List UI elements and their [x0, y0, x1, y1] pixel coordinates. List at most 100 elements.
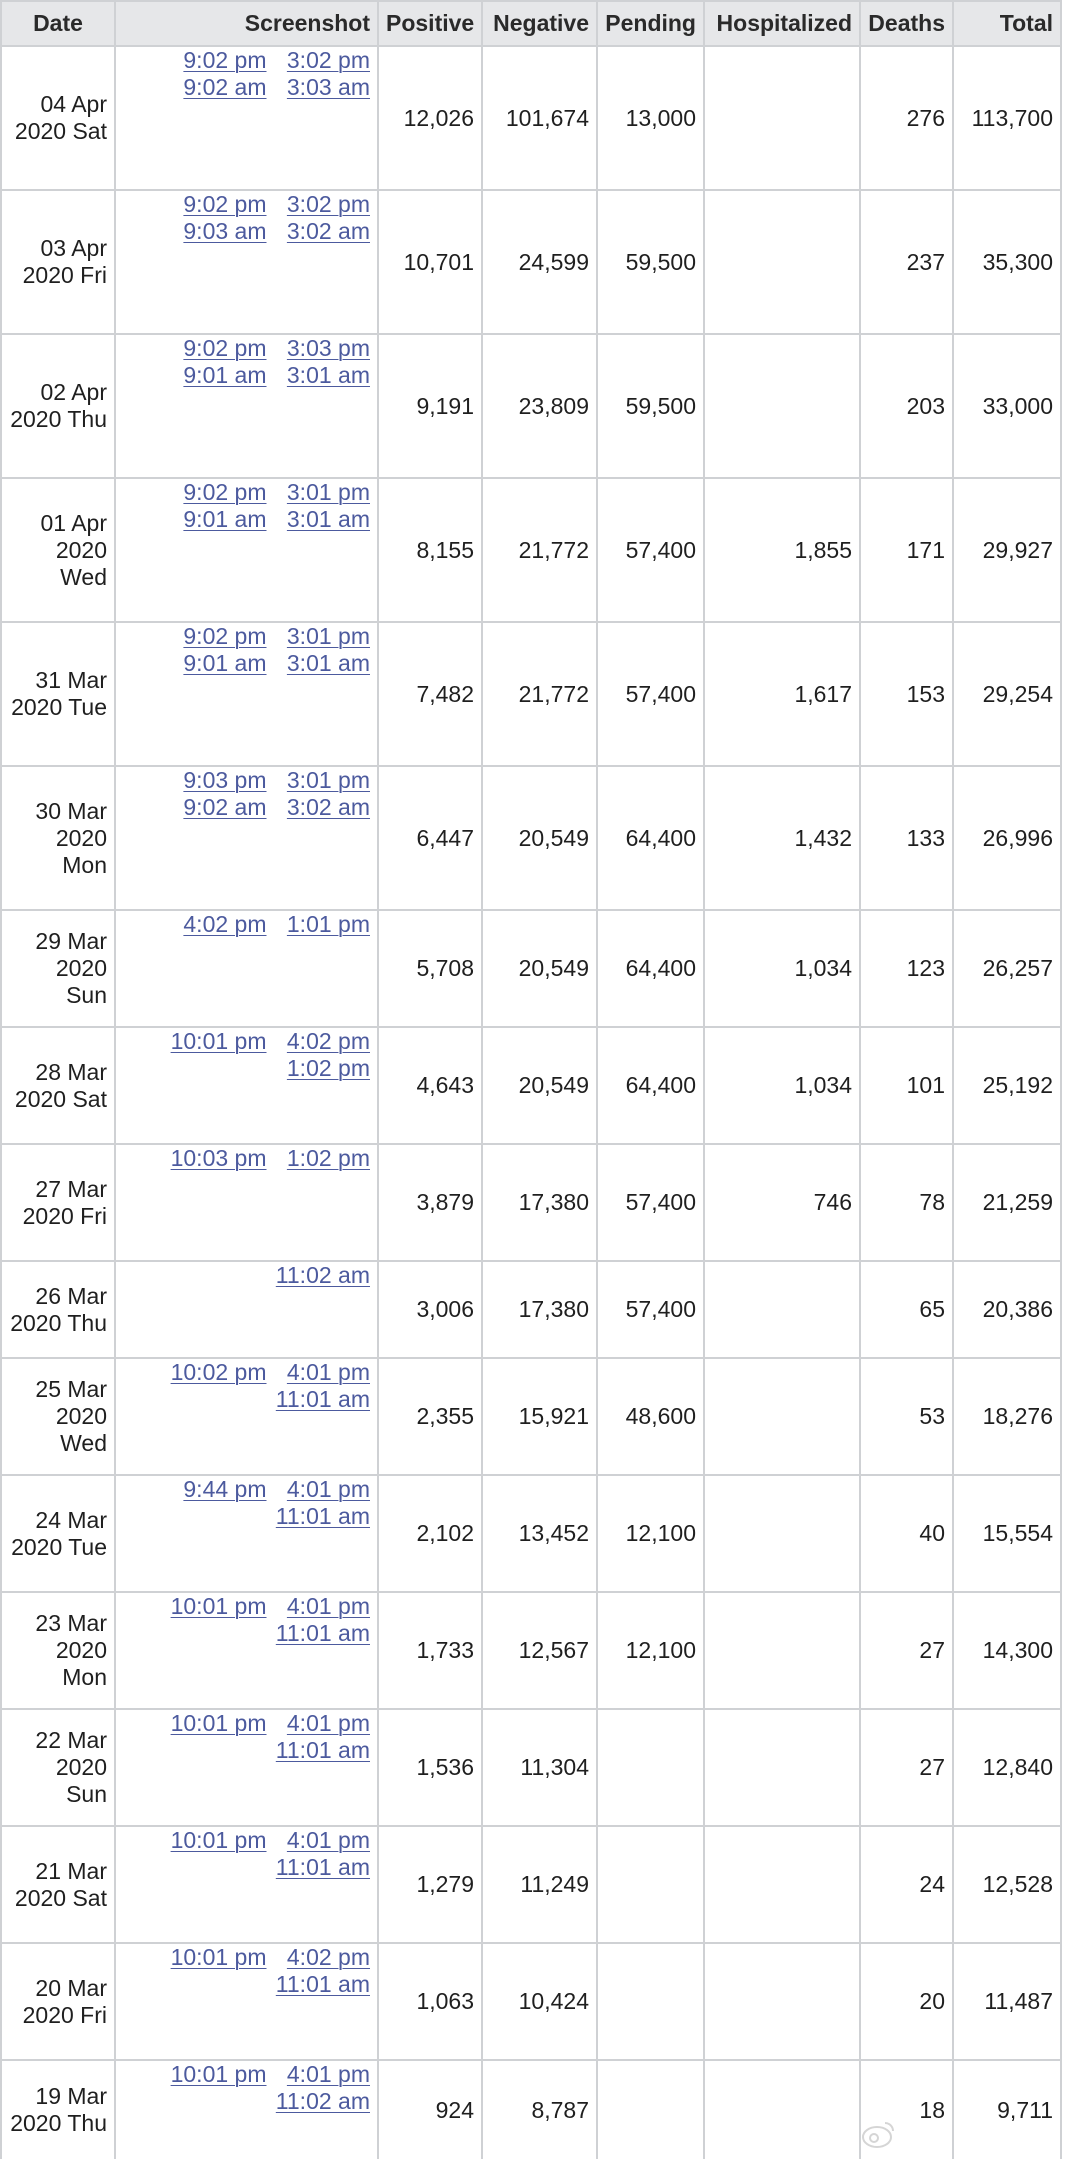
screenshot-link[interactable]: 3:01 pm	[286, 767, 370, 793]
table-row: 30 Mar 2020 Mon 9:03 pm 3:01 pm 9:02 am 3…	[0, 765, 1062, 911]
screenshot-link[interactable]: 10:01 pm	[170, 1944, 267, 1970]
screenshot-link[interactable]: 4:01 pm	[286, 1827, 370, 1853]
screenshot-link[interactable]: 4:01 pm	[286, 1593, 370, 1619]
total-cell: 21,259	[952, 1143, 1062, 1262]
screenshot-link[interactable]: 4:01 pm	[286, 1359, 370, 1385]
screenshot-link[interactable]: 10:01 pm	[170, 1710, 267, 1736]
screenshot-link[interactable]: 9:02 pm	[183, 623, 267, 649]
header-pending[interactable]: Pending	[596, 0, 705, 47]
hospitalized-cell	[703, 1825, 861, 1944]
screenshot-link[interactable]: 3:02 pm	[286, 191, 370, 217]
screenshot-link[interactable]: 9:01 am	[183, 506, 267, 532]
screenshot-link[interactable]: 9:44 pm	[183, 1476, 267, 1502]
screenshot-cell: 9:02 pm 3:01 pm 9:01 am 3:01 am	[114, 621, 379, 767]
screenshot-link[interactable]: 10:01 pm	[170, 1028, 267, 1054]
screenshot-link[interactable]: 1:02 pm	[286, 1145, 370, 1171]
negative-cell: 15,921	[481, 1357, 598, 1476]
screenshot-link[interactable]: 4:02 pm	[286, 1028, 370, 1054]
screenshot-link[interactable]: 9:02 pm	[183, 191, 267, 217]
negative-cell: 21,772	[481, 621, 598, 767]
total-cell: 18,276	[952, 1357, 1062, 1476]
screenshot-link[interactable]: 9:01 am	[183, 650, 267, 676]
screenshot-link[interactable]: 1:01 pm	[286, 911, 370, 937]
deaths-cell: 153	[859, 621, 954, 767]
header-negative[interactable]: Negative	[481, 0, 598, 47]
positive-cell: 10,701	[377, 189, 483, 335]
positive-cell: 3,006	[377, 1260, 483, 1359]
screenshot-link[interactable]: 11:01 am	[275, 1620, 370, 1646]
screenshot-link[interactable]: 3:02 pm	[286, 47, 370, 73]
screenshot-link[interactable]: 4:01 pm	[286, 2061, 370, 2087]
screenshot-link[interactable]: 9:02 pm	[183, 335, 267, 361]
date-cell: 25 Mar 2020 Wed	[0, 1357, 116, 1476]
deaths-cell: 40	[859, 1474, 954, 1593]
date-cell: 01 Apr 2020 Wed	[0, 477, 116, 623]
positive-cell: 4,643	[377, 1026, 483, 1145]
screenshot-link[interactable]: 9:02 am	[183, 794, 267, 820]
screenshot-cell: 10:01 pm 4:01 pm 11:01 am	[114, 1708, 379, 1827]
date-cell: 03 Apr 2020 Fri	[0, 189, 116, 335]
screenshot-link[interactable]: 10:03 pm	[170, 1145, 267, 1171]
screenshot-link[interactable]: 11:01 am	[275, 1503, 370, 1529]
screenshot-cell: 10:01 pm 4:01 pm 11:01 am	[114, 1591, 379, 1710]
screenshot-link[interactable]: 11:01 am	[275, 1386, 370, 1412]
screenshot-link[interactable]: 3:01 am	[286, 362, 370, 388]
screenshot-link[interactable]: 3:02 am	[286, 794, 370, 820]
deaths-cell: 53	[859, 1357, 954, 1476]
screenshot-link[interactable]: 9:01 am	[183, 362, 267, 388]
screenshot-link[interactable]: 9:02 pm	[183, 47, 267, 73]
screenshot-link[interactable]: 9:02 am	[183, 74, 267, 100]
header-deaths[interactable]: Deaths	[859, 0, 954, 47]
screenshot-link[interactable]: 1:02 pm	[286, 1055, 370, 1081]
positive-cell: 12,026	[377, 45, 483, 191]
screenshot-link[interactable]: 9:02 pm	[183, 479, 267, 505]
negative-cell: 101,674	[481, 45, 598, 191]
screenshot-link[interactable]: 3:03 pm	[286, 335, 370, 361]
total-cell: 15,554	[952, 1474, 1062, 1593]
header-hospitalized[interactable]: Hospitalized	[703, 0, 861, 47]
screenshot-link[interactable]: 4:02 pm	[286, 1944, 370, 1970]
header-date[interactable]: Date	[0, 0, 116, 47]
screenshot-link[interactable]: 4:02 pm	[183, 911, 267, 937]
screenshot-link[interactable]: 3:03 am	[286, 74, 370, 100]
screenshot-link[interactable]: 4:01 pm	[286, 1710, 370, 1736]
date-cell: 29 Mar 2020 Sun	[0, 909, 116, 1028]
screenshot-link[interactable]: 11:01 am	[275, 1854, 370, 1880]
negative-cell: 20,549	[481, 909, 598, 1028]
pending-cell: 59,500	[596, 189, 705, 335]
screenshot-link[interactable]: 9:03 am	[183, 218, 267, 244]
positive-cell: 1,536	[377, 1708, 483, 1827]
header-total[interactable]: Total	[952, 0, 1062, 47]
screenshot-link[interactable]: 9:03 pm	[183, 767, 267, 793]
deaths-cell: 203	[859, 333, 954, 479]
screenshot-cell: 9:02 pm 3:02 pm 9:02 am 3:03 am	[114, 45, 379, 191]
screenshot-link[interactable]: 11:02 am	[275, 1262, 370, 1288]
screenshot-link[interactable]: 10:01 pm	[170, 2061, 267, 2087]
negative-cell: 24,599	[481, 189, 598, 335]
header-positive[interactable]: Positive	[377, 0, 483, 47]
screenshot-link[interactable]: 3:01 am	[286, 506, 370, 532]
screenshot-link[interactable]: 11:01 am	[275, 1737, 370, 1763]
date-cell: 04 Apr 2020 Sat	[0, 45, 116, 191]
screenshot-link[interactable]: 3:01 pm	[286, 479, 370, 505]
positive-cell: 9,191	[377, 333, 483, 479]
deaths-cell: 27	[859, 1591, 954, 1710]
pending-cell: 57,400	[596, 1260, 705, 1359]
screenshot-link[interactable]: 3:02 am	[286, 218, 370, 244]
screenshot-link[interactable]: 10:01 pm	[170, 1827, 267, 1853]
screenshot-link[interactable]: 3:01 pm	[286, 623, 370, 649]
hospitalized-cell	[703, 45, 861, 191]
table-row: 23 Mar 2020 Mon 10:01 pm 4:01 pm 11:01 am…	[0, 1591, 1062, 1710]
screenshot-link[interactable]: 4:01 pm	[286, 1476, 370, 1502]
header-screenshot[interactable]: Screenshot	[114, 0, 379, 47]
screenshot-link[interactable]: 10:02 pm	[170, 1359, 267, 1385]
header-row: Date Screenshot Positive Negative Pendin…	[0, 0, 1062, 47]
screenshot-link[interactable]: 11:01 am	[275, 1971, 370, 1997]
screenshot-link[interactable]: 10:01 pm	[170, 1593, 267, 1619]
total-cell: 12,840	[952, 1708, 1062, 1827]
screenshot-link[interactable]: 11:02 am	[275, 2088, 370, 2114]
hospitalized-cell	[703, 1942, 861, 2061]
screenshot-link[interactable]: 3:01 am	[286, 650, 370, 676]
deaths-cell: 18	[859, 2059, 954, 2159]
